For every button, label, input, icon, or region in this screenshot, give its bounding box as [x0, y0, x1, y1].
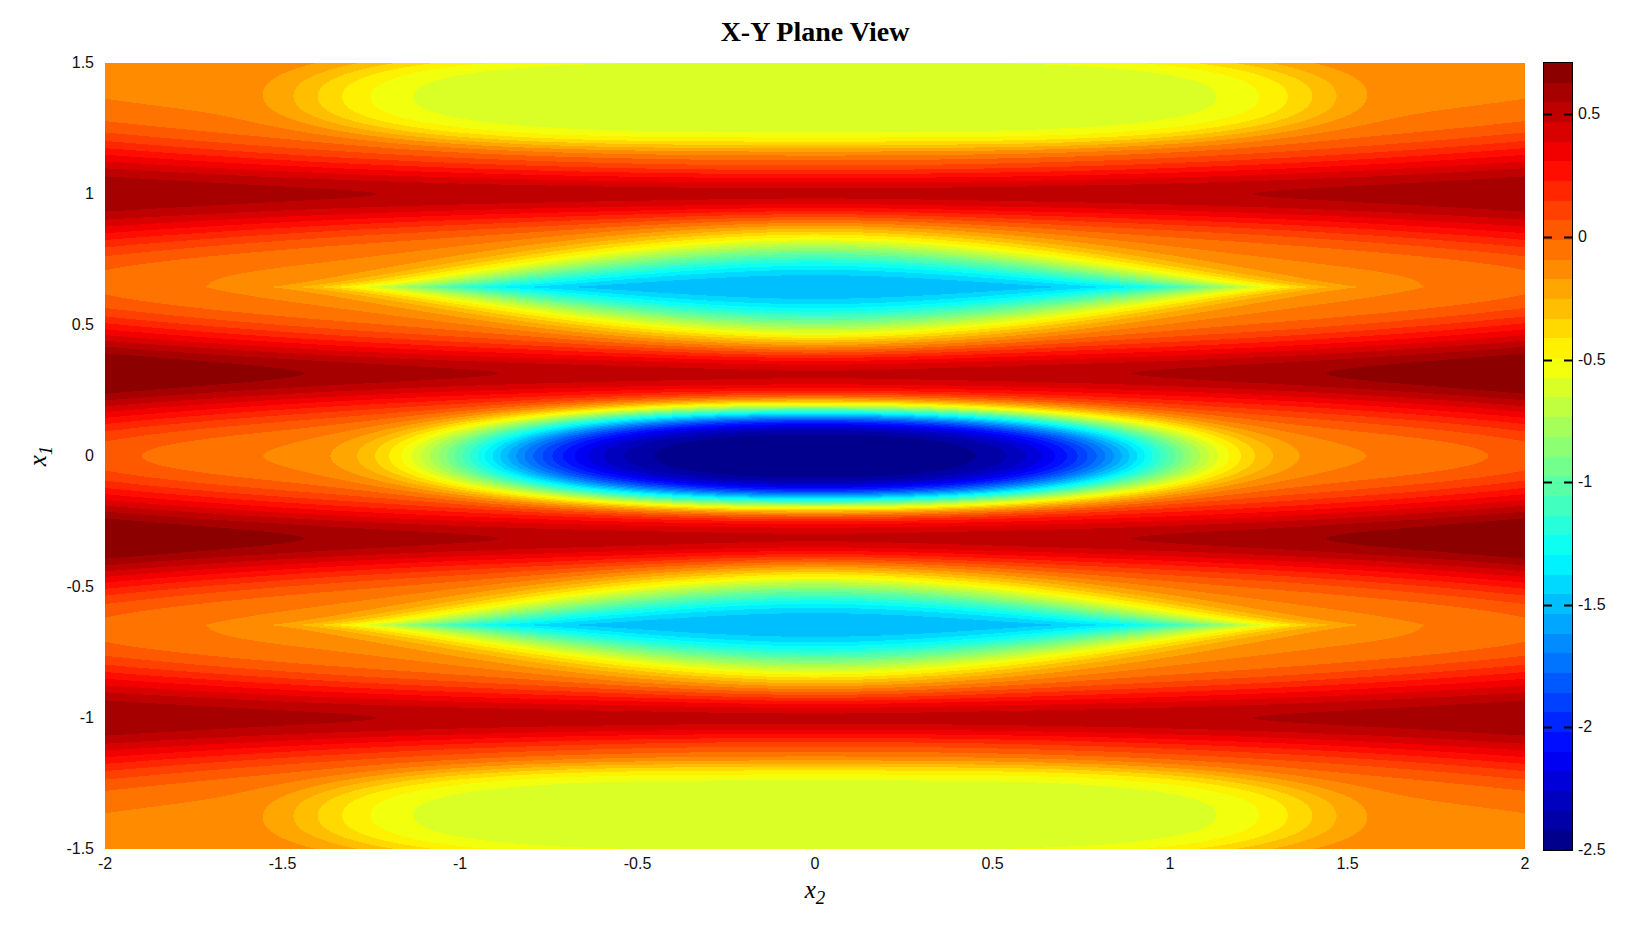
x-tick-label: -0.5 — [624, 855, 652, 873]
x-tick-label: 0.5 — [981, 855, 1003, 873]
y-tick-label: -1 — [0, 709, 94, 727]
colorbar-tick-label: -1 — [1578, 473, 1592, 491]
x-tick-label: 2 — [1521, 855, 1530, 873]
x-tick-label: -1.5 — [269, 855, 297, 873]
x-axis-label: x2 — [105, 876, 1525, 909]
figure: X-Y Plane View -2-1.5-1-0.500.511.52 1.5… — [0, 0, 1632, 945]
colorbar-tick-label: -1.5 — [1578, 596, 1606, 614]
y-tick-label: 0.5 — [0, 316, 94, 334]
y-tick-label: -0.5 — [0, 578, 94, 596]
heatmap-canvas — [105, 63, 1525, 849]
x-tick-label: 1 — [1166, 855, 1175, 873]
x-tick-label: -2 — [98, 855, 112, 873]
colorbar-tick-label: 0 — [1578, 228, 1587, 246]
colorbar-tick-label: -2 — [1578, 718, 1592, 736]
y-tick-label: 1 — [0, 185, 94, 203]
x-tick-label: 0 — [811, 855, 820, 873]
x-tick-label: 1.5 — [1336, 855, 1358, 873]
colorbar-tick-label: -2.5 — [1578, 841, 1606, 859]
colorbar — [1543, 62, 1573, 851]
y-tick-label: -1.5 — [0, 840, 94, 858]
colorbar-tick-label: -0.5 — [1578, 351, 1606, 369]
chart-title: X-Y Plane View — [105, 16, 1525, 48]
colorbar-tick-label: 0.5 — [1578, 105, 1600, 123]
y-tick-label: 1.5 — [0, 54, 94, 72]
y-axis-label: x1 — [24, 426, 57, 486]
x-tick-label: -1 — [453, 855, 467, 873]
